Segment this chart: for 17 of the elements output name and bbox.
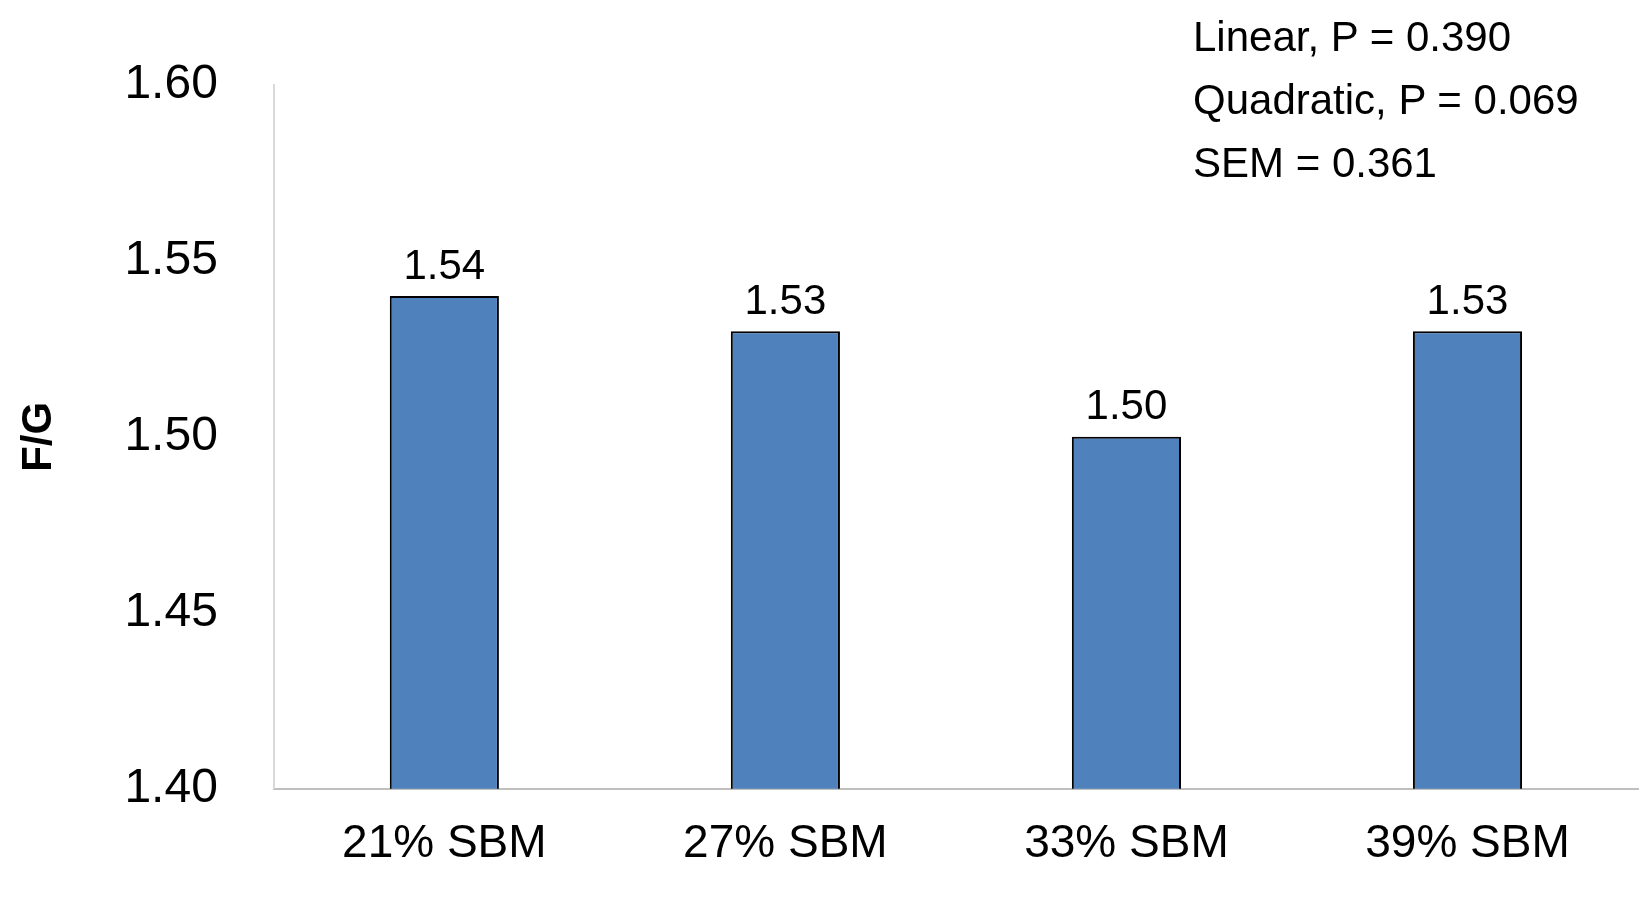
text: Linear, P = 0.390	[1193, 12, 1511, 60]
data-label: 1.50	[1085, 381, 1168, 429]
data-label: 1.53	[1426, 275, 1509, 323]
y-tick-label: 1.50	[124, 407, 218, 461]
annotation: Quadratic, P = 0.069	[1193, 75, 1579, 123]
x-tick-label: 33% SBM	[1024, 815, 1229, 868]
x-tick-label: 27% SBM	[683, 815, 888, 868]
x-tick-label: 21% SBM	[342, 815, 547, 868]
data-label: 1.54	[403, 240, 486, 288]
y-tick-label: 1.55	[124, 231, 218, 285]
y-tick-label: 1.45	[124, 583, 218, 637]
y-tick-label: 1.60	[124, 55, 218, 109]
y-axis-title: F/G	[12, 401, 60, 472]
data-label: 1.53	[744, 275, 827, 323]
y-tick-label: 1.40	[124, 759, 218, 813]
annotation: SEM = 0.361	[1193, 138, 1437, 186]
x-tick-label: 39% SBM	[1365, 815, 1570, 868]
